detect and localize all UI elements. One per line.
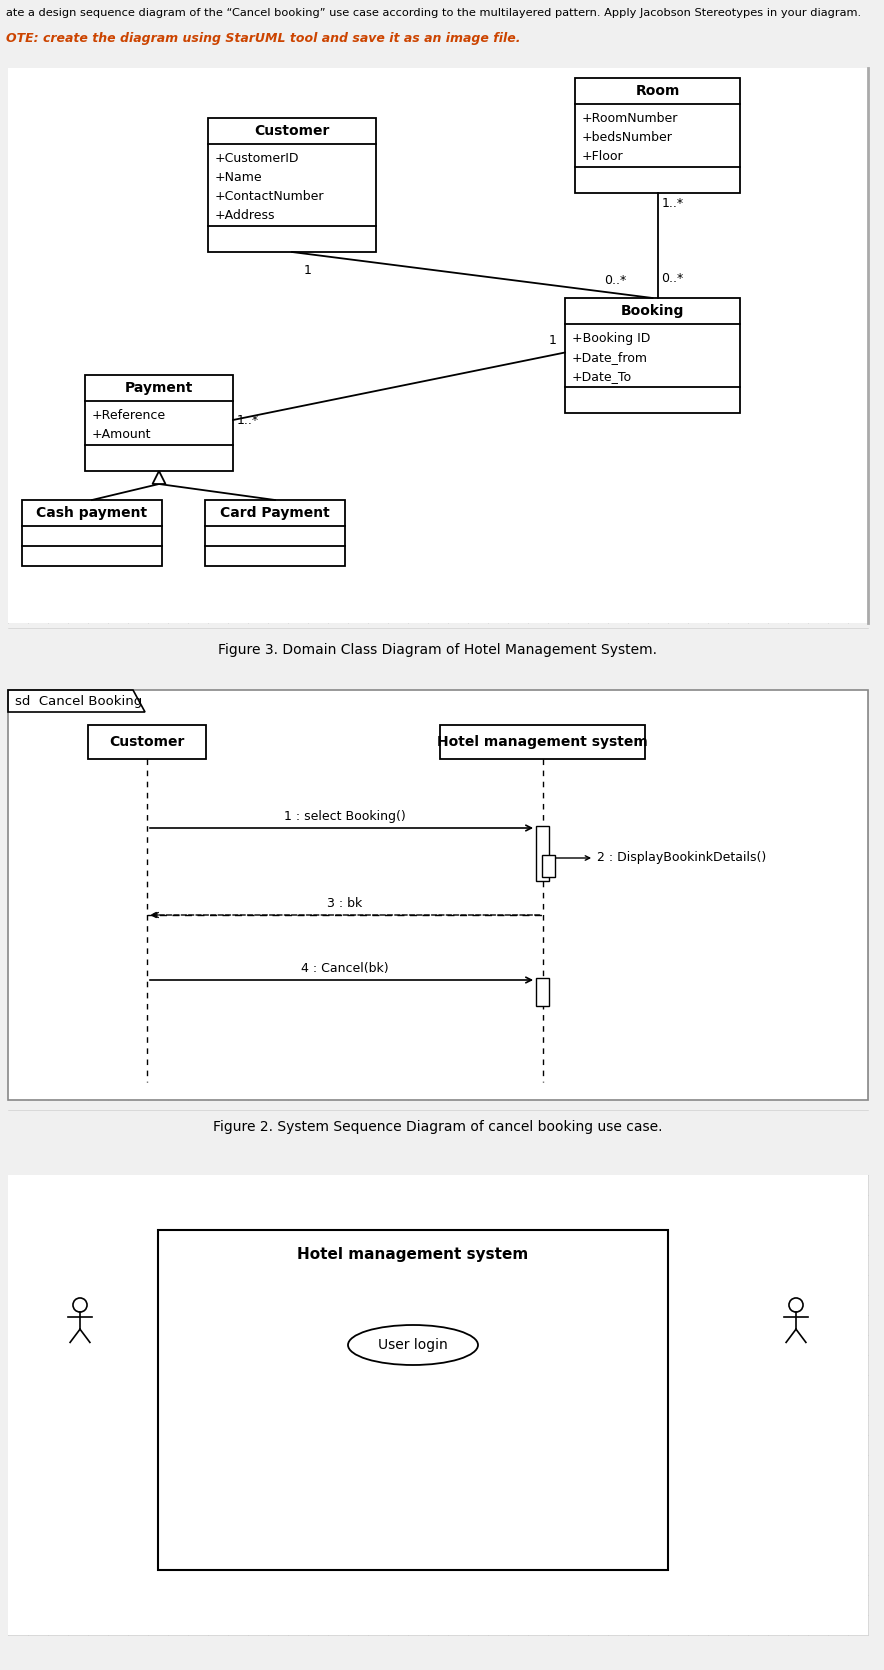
FancyBboxPatch shape [205, 499, 345, 566]
Text: 1: 1 [304, 264, 312, 277]
Text: 4 : Cancel(bk): 4 : Cancel(bk) [301, 962, 389, 975]
Text: Customer: Customer [110, 735, 185, 750]
Text: Figure 2. System Sequence Diagram of cancel booking use case.: Figure 2. System Sequence Diagram of can… [213, 1121, 663, 1134]
FancyBboxPatch shape [85, 376, 233, 471]
Text: 0..*: 0..* [605, 274, 627, 287]
FancyBboxPatch shape [158, 1231, 668, 1570]
Text: +Reference: +Reference [92, 409, 166, 423]
Ellipse shape [348, 1324, 478, 1364]
FancyBboxPatch shape [542, 855, 555, 877]
Text: Hotel management system: Hotel management system [297, 1246, 529, 1261]
Text: +Date_To: +Date_To [572, 371, 632, 382]
Text: Room: Room [636, 84, 680, 99]
Text: ate a design sequence diagram of the “Cancel booking” use case according to the : ate a design sequence diagram of the “Ca… [6, 8, 861, 18]
FancyBboxPatch shape [8, 1176, 868, 1635]
Text: Payment: Payment [125, 381, 194, 396]
Polygon shape [153, 471, 165, 484]
Text: +RoomNumber: +RoomNumber [582, 112, 678, 125]
Text: +Amount: +Amount [92, 428, 151, 441]
FancyBboxPatch shape [565, 297, 740, 412]
FancyBboxPatch shape [88, 725, 206, 758]
Text: 1..*: 1..* [661, 197, 683, 210]
Text: +bedsNumber: +bedsNumber [582, 130, 673, 144]
Text: Cash payment: Cash payment [36, 506, 148, 519]
Text: +Name: +Name [215, 170, 263, 184]
Text: OTE: create the diagram using StarUML tool and save it as an image file.: OTE: create the diagram using StarUML to… [6, 32, 521, 45]
FancyBboxPatch shape [208, 119, 376, 252]
FancyBboxPatch shape [8, 690, 868, 1101]
Text: Hotel management system: Hotel management system [437, 735, 648, 750]
Text: Card Payment: Card Payment [220, 506, 330, 519]
FancyBboxPatch shape [536, 979, 549, 1005]
Text: 0..*: 0..* [661, 272, 683, 286]
FancyBboxPatch shape [575, 78, 740, 194]
Text: 1: 1 [549, 334, 557, 347]
Text: Customer: Customer [255, 124, 330, 139]
Text: Figure 3. Domain Class Diagram of Hotel Management System.: Figure 3. Domain Class Diagram of Hotel … [218, 643, 658, 656]
Text: +ContactNumber: +ContactNumber [215, 190, 324, 204]
Text: +Date_from: +Date_from [572, 351, 648, 364]
Text: Booking: Booking [621, 304, 684, 317]
Text: +CustomerID: +CustomerID [215, 152, 300, 165]
FancyBboxPatch shape [8, 68, 868, 623]
Text: 3 : bk: 3 : bk [327, 897, 362, 910]
Text: 2 : DisplayBookinkDetails(): 2 : DisplayBookinkDetails() [597, 852, 766, 865]
Text: 1 : select Booking(): 1 : select Booking() [284, 810, 406, 823]
Text: +Floor: +Floor [582, 150, 623, 164]
FancyBboxPatch shape [536, 827, 549, 882]
FancyBboxPatch shape [440, 725, 645, 758]
Text: +Address: +Address [215, 209, 276, 222]
Text: +Booking ID: +Booking ID [572, 332, 651, 346]
FancyBboxPatch shape [22, 499, 162, 566]
Text: sd  Cancel Booking: sd Cancel Booking [15, 695, 142, 708]
Text: 1..*: 1..* [237, 414, 259, 428]
Text: User login: User login [378, 1338, 448, 1353]
